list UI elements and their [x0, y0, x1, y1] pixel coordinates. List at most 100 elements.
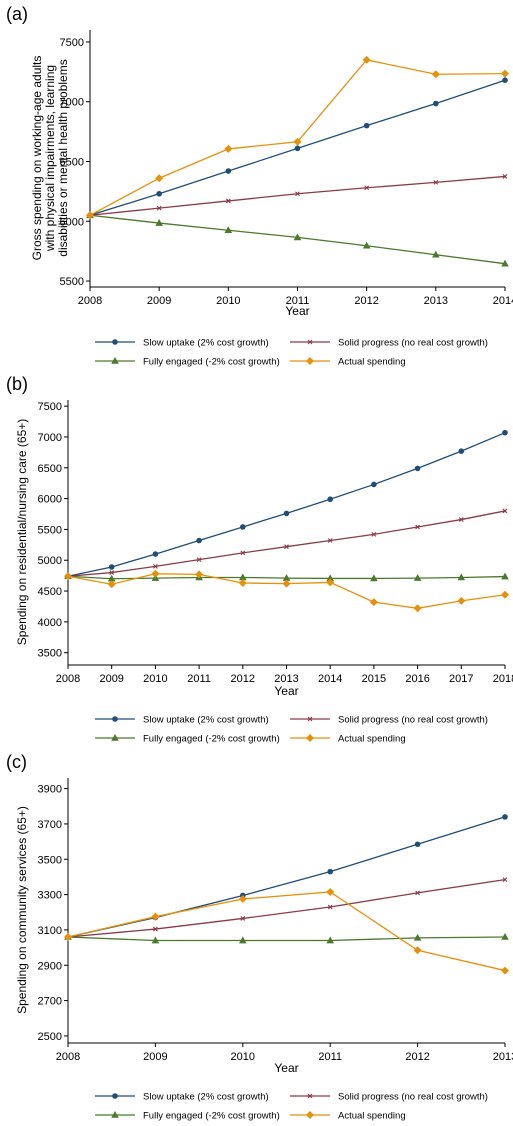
data-point-actual — [501, 967, 509, 975]
series-line-fully — [68, 937, 505, 941]
data-point-actual — [370, 598, 378, 606]
series-solid — [66, 878, 507, 939]
x-axis-title: Year — [274, 1061, 298, 1075]
series-line-solid — [68, 880, 505, 937]
y-tick-label: 3500 — [38, 648, 62, 660]
legend-swatch-marker — [112, 1093, 118, 1099]
y-tick-label: 5500 — [38, 524, 62, 536]
series-fully — [64, 933, 509, 943]
data-point-actual — [151, 570, 159, 578]
chart-panel-c: (c) 2500 2700 2900 3100 3300 3500 3700 3900 2008 2… — [6, 752, 513, 1121]
data-point-slow — [502, 814, 508, 820]
legend-item-solid: Solid progress (no real cost growth) — [290, 338, 488, 349]
y-axis-title: Spending on community services (65+) — [15, 806, 29, 1014]
series-slow — [65, 814, 508, 940]
y-tick-label: 3700 — [38, 819, 62, 831]
legend-item-solid: Solid progress (no real cost growth) — [290, 715, 488, 726]
y-tick-label: 3100 — [38, 925, 62, 937]
data-point-actual — [414, 604, 422, 612]
data-point-actual — [326, 888, 334, 896]
legend-item-slow: Slow uptake (2% cost growth) — [95, 1092, 269, 1103]
legend-label: Solid progress (no real cost growth) — [338, 338, 488, 349]
series-line-slow — [68, 433, 505, 577]
legend-swatch-marker — [306, 1111, 314, 1119]
legend-label: Slow uptake (2% cost growth) — [143, 715, 269, 726]
x-tick-label: 2014 — [493, 295, 513, 307]
x-axis-title: Year — [285, 304, 309, 318]
x-tick-label: 2008 — [78, 295, 102, 307]
data-point-actual — [414, 946, 422, 954]
legend-swatch-marker — [306, 734, 314, 742]
legend-label: Actual spending — [338, 1111, 406, 1122]
data-point-actual — [151, 913, 159, 921]
legend: Slow uptake (2% cost growth) Solid progre… — [95, 338, 488, 368]
y-tick-label: 2900 — [38, 960, 62, 972]
x-tick-label: 2012 — [354, 295, 378, 307]
y-tick-label: 5500 — [60, 276, 84, 288]
legend-label: Actual spending — [338, 357, 406, 368]
x-axis-title: Year — [274, 684, 298, 698]
legend-item-slow: Slow uptake (2% cost growth) — [95, 338, 269, 349]
data-point-actual — [155, 174, 163, 182]
x-tick-label: 2008 — [56, 1051, 80, 1063]
y-tick-label: 6000 — [38, 494, 62, 506]
data-point-actual — [501, 591, 509, 599]
series-solid — [66, 509, 507, 578]
x-tick-label: 2017 — [449, 673, 473, 685]
y-tick-label: 3500 — [38, 854, 62, 866]
y-tick-label: 2500 — [38, 1031, 62, 1043]
series-slow — [65, 430, 508, 579]
y-tick-label: 4000 — [38, 617, 62, 629]
series-line-solid — [68, 511, 505, 576]
chart-panel-b: (b)3500400045005000550060006500700075002… — [6, 374, 513, 745]
legend-item-actual: Actual spending — [290, 734, 406, 745]
data-point-slow — [156, 191, 162, 197]
x-tick-label: 2014 — [318, 673, 342, 685]
legend-label: Fully engaged (-2% cost growth) — [143, 734, 280, 745]
x-tick-label: 2013 — [493, 1051, 513, 1063]
series-slow — [87, 77, 508, 218]
data-point-slow — [109, 564, 115, 570]
legend: Slow uptake (2% cost growth) Solid progre… — [95, 1092, 488, 1122]
x-tick-label: 2016 — [405, 673, 429, 685]
x-tick-label: 2015 — [362, 673, 386, 685]
data-point-slow — [295, 146, 301, 152]
legend-label: Actual spending — [338, 734, 406, 745]
panel-label: (c) — [6, 752, 27, 772]
y-tick-label: 3300 — [38, 890, 62, 902]
y-tick-label: 7500 — [60, 37, 84, 49]
data-point-slow — [327, 869, 333, 875]
data-point-slow — [327, 496, 333, 502]
data-point-slow — [459, 448, 465, 454]
data-point-actual — [224, 145, 232, 153]
data-point-slow — [364, 123, 370, 129]
legend-swatch-marker — [306, 357, 314, 365]
data-point-fully — [501, 573, 509, 580]
data-point-slow — [153, 551, 159, 557]
x-tick-label: 2012 — [405, 1051, 429, 1063]
y-axis-title: Spending on residential/nursing care (65… — [15, 419, 29, 645]
x-tick-label: 2008 — [56, 673, 80, 685]
x-tick-label: 2010 — [143, 673, 167, 685]
legend-item-fully: Fully engaged (-2% cost growth) — [95, 1111, 280, 1122]
x-tick-label: 2013 — [424, 295, 448, 307]
y-tick-label: 5000 — [38, 555, 62, 567]
y-tick-label: 3900 — [38, 784, 62, 796]
chart-panel-a: (a) 5500 6000 6500 7000 7500 2008 2009 2010 2011 2… — [6, 4, 513, 368]
y-tick-label: 2700 — [38, 996, 62, 1008]
data-point-slow — [240, 524, 246, 530]
y-tick-label: 6500 — [38, 463, 62, 475]
legend-item-actual: Actual spending — [290, 1111, 406, 1122]
legend-label: Fully engaged (-2% cost growth) — [143, 1111, 280, 1122]
x-tick-label: 2012 — [231, 673, 255, 685]
legend-item-slow: Slow uptake (2% cost growth) — [95, 715, 269, 726]
data-point-slow — [284, 511, 290, 517]
x-tick-label: 2009 — [143, 1051, 167, 1063]
panel-label: (b) — [6, 374, 28, 394]
x-tick-label: 2011 — [187, 673, 211, 685]
x-tick-label: 2009 — [99, 673, 123, 685]
legend-label: Fully engaged (-2% cost growth) — [143, 357, 280, 368]
y-tick-label: 4500 — [38, 586, 62, 598]
legend-item-fully: Fully engaged (-2% cost growth) — [95, 357, 280, 368]
